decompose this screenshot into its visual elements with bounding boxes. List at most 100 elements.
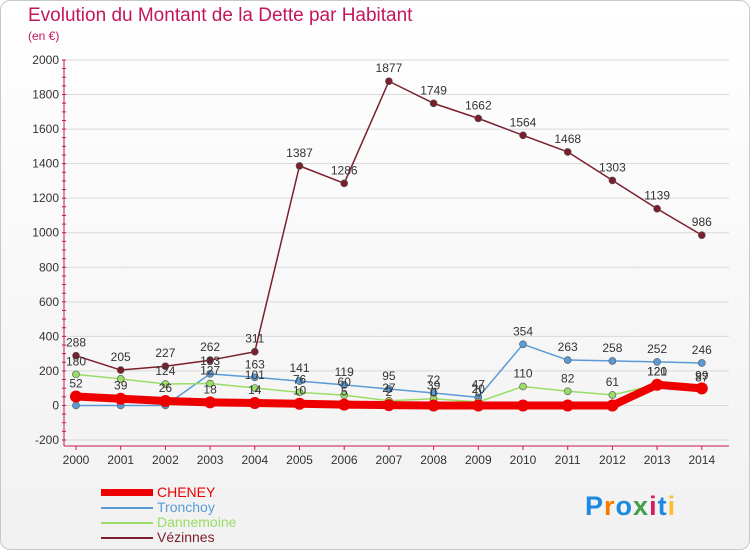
data-label-dannemoine: 110 <box>513 366 532 380</box>
legend-label: Vézinnes <box>157 529 215 545</box>
legend-label: Tronchoy <box>157 499 215 515</box>
data-label-vézinnes: 311 <box>245 332 264 346</box>
data-point-vézinnes <box>206 356 214 365</box>
data-label-tronchoy: 47 <box>472 377 486 391</box>
data-label-vézinnes: 262 <box>200 340 220 354</box>
data-label-dannemoine: 180 <box>66 354 86 368</box>
y-tick-label: 1600 <box>32 122 59 136</box>
data-point-tronchoy <box>653 358 661 366</box>
chart-title: Evolution du Montant de la Dette par Hab… <box>28 5 413 26</box>
data-label-tronchoy: 252 <box>647 342 667 356</box>
data-label-dannemoine: 61 <box>606 375 620 389</box>
data-point-cheney <box>427 399 440 412</box>
data-label-cheney: 52 <box>69 376 83 390</box>
data-point-vézinnes <box>697 231 706 239</box>
data-point-cheney <box>204 396 217 409</box>
data-label-cheney: 2 <box>386 385 393 399</box>
data-label-vézinnes: 986 <box>692 215 712 229</box>
data-label-cheney: 26 <box>159 381 173 395</box>
data-point-vézinnes <box>429 99 438 108</box>
data-point-cheney <box>338 398 351 411</box>
data-point-dannemoine <box>161 380 170 388</box>
line-chart: -200020040060080010001200140016001800200… <box>32 53 729 467</box>
data-point-dannemoine <box>251 384 259 392</box>
data-point-cheney <box>248 397 261 410</box>
data-point-cheney <box>695 382 708 395</box>
chart-subtitle: (en €) <box>28 29 60 43</box>
data-point-cheney <box>651 378 664 391</box>
x-tick-label: 2000 <box>63 453 90 467</box>
data-point-vézinnes <box>251 347 259 356</box>
data-point-dannemoine <box>608 391 617 399</box>
legend-swatch <box>101 537 153 539</box>
data-label-tronchoy: 263 <box>558 340 578 354</box>
data-label-vézinnes: 1749 <box>420 83 447 97</box>
data-label-tronchoy: 119 <box>335 365 354 379</box>
data-label-cheney: 39 <box>114 379 128 393</box>
data-point-cheney <box>114 392 127 405</box>
data-point-cheney <box>517 399 529 412</box>
x-tick-label: 2007 <box>376 453 403 467</box>
y-tick-label: 1800 <box>32 88 59 102</box>
data-label-vézinnes: 1877 <box>376 61 403 75</box>
x-tick-label: 2009 <box>465 453 492 467</box>
x-tick-label: 2005 <box>286 453 313 467</box>
data-label-tronchoy: 183 <box>200 354 220 368</box>
data-label-vézinnes: 205 <box>111 350 131 364</box>
x-tick-label: 2014 <box>688 453 715 467</box>
data-label-tronchoy: 95 <box>382 369 396 383</box>
proxiti-logo: Proxiti <box>585 491 677 521</box>
data-point-dannemoine <box>295 388 304 397</box>
data-label-vézinnes: 1564 <box>510 115 537 129</box>
data-label-cheney: 18 <box>203 382 217 396</box>
x-tick-label: 2011 <box>555 453 581 467</box>
y-tick-label: 1200 <box>32 191 59 205</box>
data-point-vézinnes <box>295 162 304 170</box>
data-label-dannemoine: 20 <box>472 382 486 396</box>
data-label-dannemoine: 87 <box>695 370 709 384</box>
series-line-vézinnes <box>75 80 703 371</box>
data-point-vézinnes <box>161 362 170 371</box>
data-point-tronchoy <box>251 373 259 382</box>
data-point-tronchoy <box>519 340 527 349</box>
data-point-vézinnes <box>653 204 661 213</box>
data-label-tronchoy: 354 <box>513 324 533 338</box>
data-point-tronchoy <box>206 370 214 378</box>
legend-label: Dannemoine <box>157 514 237 530</box>
data-point-vézinnes <box>563 148 572 156</box>
y-tick-label: 600 <box>39 295 59 309</box>
data-label-dannemoine: 121 <box>647 365 667 379</box>
data-point-vézinnes <box>385 77 393 86</box>
y-tick-label: -200 <box>35 433 59 447</box>
data-label-cheney: 5 <box>341 385 348 399</box>
data-point-vézinnes <box>608 176 617 185</box>
data-label-tronchoy: 72 <box>427 373 441 387</box>
y-tick-label: 400 <box>39 329 59 343</box>
data-label-dannemoine: 127 <box>200 364 220 378</box>
data-point-dannemoine <box>519 382 527 391</box>
y-tick-label: 1000 <box>32 226 59 240</box>
data-point-dannemoine <box>116 375 125 383</box>
x-tick-label: 2001 <box>107 453 134 467</box>
x-tick-label: 2004 <box>241 453 268 467</box>
y-tick-label: 2000 <box>32 53 59 67</box>
data-label-tronchoy: 163 <box>245 357 265 371</box>
data-point-dannemoine <box>206 379 214 388</box>
y-tick-label: 800 <box>39 260 59 274</box>
data-label-vézinnes: 1286 <box>331 163 358 177</box>
x-tick-label: 2008 <box>420 453 447 467</box>
data-point-dannemoine <box>563 387 572 396</box>
data-label-dannemoine: 39 <box>427 379 441 393</box>
data-label-dannemoine: 82 <box>561 371 575 385</box>
data-label-dannemoine: 27 <box>382 381 396 395</box>
data-label-vézinnes: 1303 <box>599 160 626 174</box>
data-point-cheney <box>606 399 619 412</box>
data-point-cheney <box>159 394 172 407</box>
data-label-cheney: 14 <box>248 383 262 397</box>
data-label-dannemoine: 124 <box>155 364 175 378</box>
x-tick-label: 2013 <box>644 453 671 467</box>
data-point-tronchoy <box>340 381 349 389</box>
data-point-dannemoine <box>72 370 80 379</box>
legend-swatch <box>101 507 153 509</box>
